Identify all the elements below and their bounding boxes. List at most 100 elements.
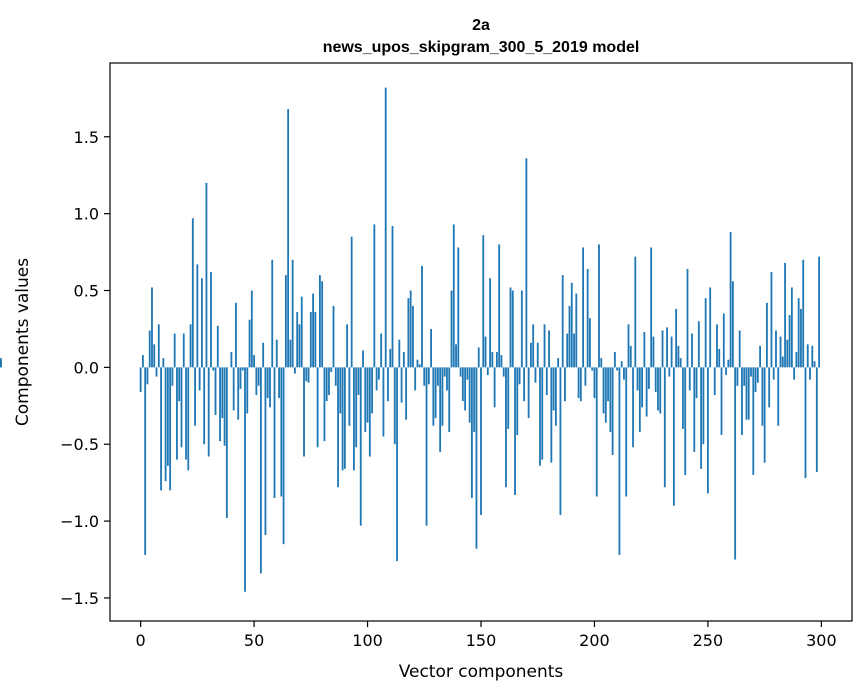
bar	[321, 281, 324, 368]
bar	[507, 367, 510, 429]
bar	[766, 302, 768, 368]
bar	[400, 367, 403, 403]
bar	[230, 351, 233, 368]
bar	[141, 355, 144, 368]
bar	[232, 367, 235, 411]
bar	[318, 275, 321, 368]
bar	[235, 302, 237, 368]
bar	[682, 367, 684, 429]
bar	[636, 367, 639, 391]
bar	[289, 339, 292, 368]
bar	[448, 367, 451, 432]
bar	[323, 367, 326, 442]
bar	[407, 298, 410, 368]
bar	[382, 367, 385, 437]
bar	[436, 367, 439, 386]
bar	[781, 356, 784, 368]
bar	[516, 367, 519, 435]
bar	[173, 333, 176, 368]
bar	[654, 367, 657, 392]
bar	[600, 358, 603, 368]
bar	[259, 367, 262, 574]
bar	[790, 287, 793, 368]
y-tick-label: 0.5	[74, 282, 99, 301]
bar	[813, 361, 816, 368]
bar	[480, 367, 482, 515]
bar	[185, 367, 187, 460]
bar	[495, 351, 498, 368]
bar	[203, 367, 206, 445]
x-axis-label: Vector components	[399, 662, 564, 682]
bar	[763, 367, 766, 463]
bar	[554, 367, 557, 426]
bar	[618, 367, 621, 555]
bar	[273, 367, 276, 499]
bar	[734, 367, 737, 560]
bar	[545, 367, 548, 396]
bar	[568, 305, 571, 368]
x-tick-label: 300	[806, 631, 837, 650]
bar	[686, 268, 689, 368]
bar	[225, 367, 228, 519]
chart-subtitle: news_upos_skipgram_300_5_2019 model	[323, 39, 640, 56]
bar	[638, 367, 641, 432]
bar	[343, 367, 346, 469]
bar	[663, 367, 666, 488]
y-axis: −1.5 −1.0 −0.5 0.0 0.5 1.0 1.5	[60, 128, 110, 608]
bar	[688, 367, 691, 391]
bar	[575, 293, 578, 368]
bar	[770, 272, 773, 368]
bar	[691, 333, 693, 368]
bar	[652, 336, 655, 368]
bar	[489, 278, 491, 368]
bar	[396, 367, 398, 562]
bar	[393, 367, 396, 445]
bar	[241, 367, 244, 371]
bar	[802, 259, 805, 368]
bar	[368, 367, 371, 457]
bar	[316, 367, 319, 448]
bar	[237, 367, 240, 420]
x-axis: 0 50 100 150 200 250 300	[136, 621, 837, 650]
bar	[632, 367, 634, 448]
bar	[520, 290, 523, 368]
bar	[754, 367, 757, 392]
bar	[523, 367, 526, 402]
bar	[788, 315, 791, 368]
bar	[623, 367, 625, 380]
bar	[586, 268, 589, 368]
bar	[196, 264, 199, 368]
bar	[328, 367, 330, 396]
bar	[459, 367, 462, 377]
bar	[818, 256, 821, 368]
bar	[271, 259, 274, 368]
bar	[461, 367, 464, 402]
bar	[800, 308, 802, 368]
bar	[707, 367, 709, 494]
bar	[471, 367, 473, 499]
bar	[668, 367, 671, 377]
bar	[443, 367, 446, 377]
bar	[713, 367, 716, 396]
bar	[806, 344, 809, 368]
bar	[509, 287, 512, 368]
bar	[160, 367, 162, 491]
bar	[604, 367, 607, 423]
bar	[391, 225, 394, 368]
bar	[257, 367, 260, 386]
bar	[641, 367, 644, 408]
bar	[164, 367, 167, 482]
bar	[300, 296, 303, 368]
bar	[409, 290, 412, 368]
y-tick-label: 1.0	[74, 205, 99, 224]
bar	[675, 308, 678, 368]
bar	[793, 367, 796, 380]
bar	[579, 367, 582, 402]
bar	[702, 367, 705, 445]
bar	[223, 367, 226, 446]
y-tick-label: 0.0	[74, 358, 99, 377]
bar	[346, 324, 349, 368]
bar	[511, 290, 514, 368]
bar	[212, 367, 215, 371]
bar	[214, 367, 217, 416]
